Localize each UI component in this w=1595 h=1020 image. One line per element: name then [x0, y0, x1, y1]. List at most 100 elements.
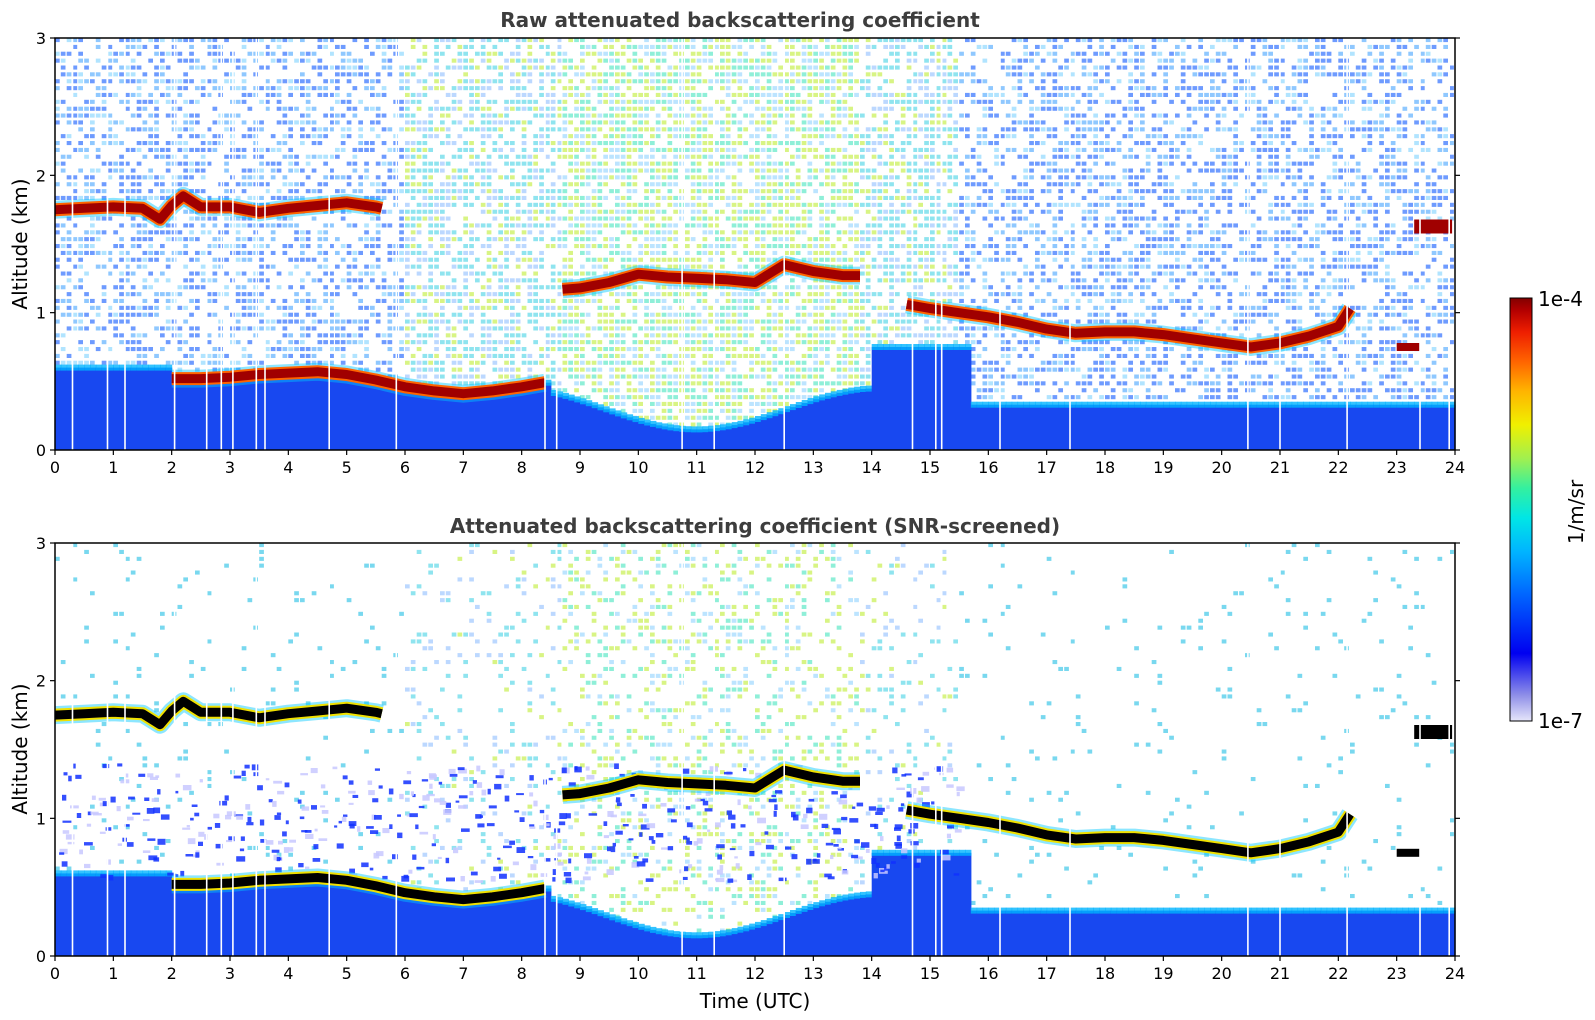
noise-pixel — [486, 278, 492, 283]
noise-pixel — [521, 209, 527, 214]
noise-pixel — [825, 285, 830, 290]
noise-pixel — [265, 99, 270, 104]
noise-pixel — [84, 230, 89, 235]
noise-pixel — [189, 99, 194, 104]
noise-pixel — [854, 319, 859, 324]
noise-pixel — [370, 216, 375, 221]
noise-pixel — [696, 51, 702, 56]
noise-pixel — [743, 292, 748, 297]
noise-pixel — [568, 195, 573, 200]
noise-pixel — [235, 360, 241, 365]
noise-pixel — [895, 333, 900, 338]
noise-pixel — [580, 51, 585, 56]
noise-pixel — [562, 141, 568, 146]
noise-pixel — [889, 175, 894, 180]
noise-pixel — [632, 168, 638, 173]
noise-pixel — [597, 113, 603, 118]
noise-pixel — [585, 237, 591, 242]
noise-pixel — [696, 244, 702, 249]
noise-pixel — [317, 264, 323, 269]
noise-pixel — [615, 223, 620, 228]
noise-pixel — [790, 51, 795, 56]
noise-pixel — [533, 223, 538, 228]
noise-pixel — [305, 257, 311, 262]
noise-pixel — [189, 360, 194, 365]
noise-pixel — [125, 38, 130, 43]
noise-pixel — [737, 237, 743, 242]
noise-pixel — [90, 134, 95, 139]
noise-pixel — [475, 182, 480, 187]
noise-pixel — [346, 99, 352, 104]
noise-pixel — [702, 353, 708, 358]
noise-pixel — [399, 237, 404, 242]
noise-pixel — [790, 38, 795, 43]
noise-pixel — [241, 72, 247, 77]
noise-pixel — [807, 134, 813, 139]
noise-pixel — [463, 79, 468, 84]
noise-pixel — [609, 65, 614, 70]
noise-pixel — [247, 216, 253, 221]
noise-pixel — [177, 106, 183, 111]
noise-pixel — [416, 92, 422, 97]
noise-pixel — [667, 237, 673, 242]
noise-pixel — [160, 72, 165, 77]
noise-pixel — [714, 38, 719, 43]
noise-pixel — [743, 298, 748, 303]
noise-pixel — [609, 99, 614, 104]
noise-pixel — [235, 99, 241, 104]
noise-pixel — [661, 175, 667, 180]
noise-pixel — [539, 250, 544, 255]
noise-pixel — [125, 257, 130, 262]
noise-pixel — [206, 161, 212, 166]
noise-pixel — [580, 99, 585, 104]
noise-pixel — [655, 38, 661, 43]
noise-pixel — [119, 285, 124, 290]
noise-pixel — [422, 374, 428, 379]
noise-pixel — [405, 99, 410, 104]
noise-pixel — [574, 353, 579, 358]
noise-pixel — [370, 127, 375, 132]
noise-pixel — [416, 58, 422, 63]
noise-pixel — [842, 333, 848, 338]
noise-pixel — [416, 38, 422, 43]
noise-pixel — [463, 271, 468, 276]
noise-pixel — [626, 175, 632, 180]
noise-pixel — [329, 113, 334, 118]
noise-pixel — [720, 154, 725, 159]
noise-pixel — [784, 305, 789, 310]
noise-pixel — [766, 189, 772, 194]
noise-pixel — [790, 278, 795, 283]
noise-pixel — [276, 92, 282, 97]
noise-pixel — [136, 347, 142, 352]
noise-pixel — [428, 333, 433, 338]
noise-pixel — [486, 353, 492, 358]
noise-pixel — [399, 216, 404, 221]
noise-pixel — [364, 319, 369, 324]
noise-pixel — [515, 189, 521, 194]
noise-pixel — [696, 312, 702, 317]
noise-pixel — [620, 353, 626, 358]
noise-pixel — [784, 216, 789, 221]
noise-pixel — [766, 360, 772, 365]
noise-pixel — [375, 79, 381, 84]
noise-pixel — [749, 72, 754, 77]
noise-pixel — [708, 168, 713, 173]
noise-pixel — [335, 65, 340, 70]
noise-pixel — [352, 65, 358, 70]
noise-pixel — [276, 141, 282, 146]
noise-pixel — [585, 257, 591, 262]
noise-pixel — [276, 305, 282, 310]
noise-pixel — [842, 44, 848, 49]
noise-pixel — [329, 168, 334, 173]
noise-pixel — [737, 38, 743, 43]
noise-pixel — [626, 395, 632, 400]
noise-pixel — [55, 141, 60, 146]
noise-pixel — [790, 374, 795, 379]
noise-pixel — [883, 257, 888, 262]
noise-pixel — [428, 326, 433, 331]
noise-pixel — [130, 113, 136, 118]
noise-pixel — [282, 312, 288, 317]
noise-pixel — [854, 168, 859, 173]
noise-pixel — [142, 305, 148, 310]
noise-pixel — [638, 408, 643, 413]
